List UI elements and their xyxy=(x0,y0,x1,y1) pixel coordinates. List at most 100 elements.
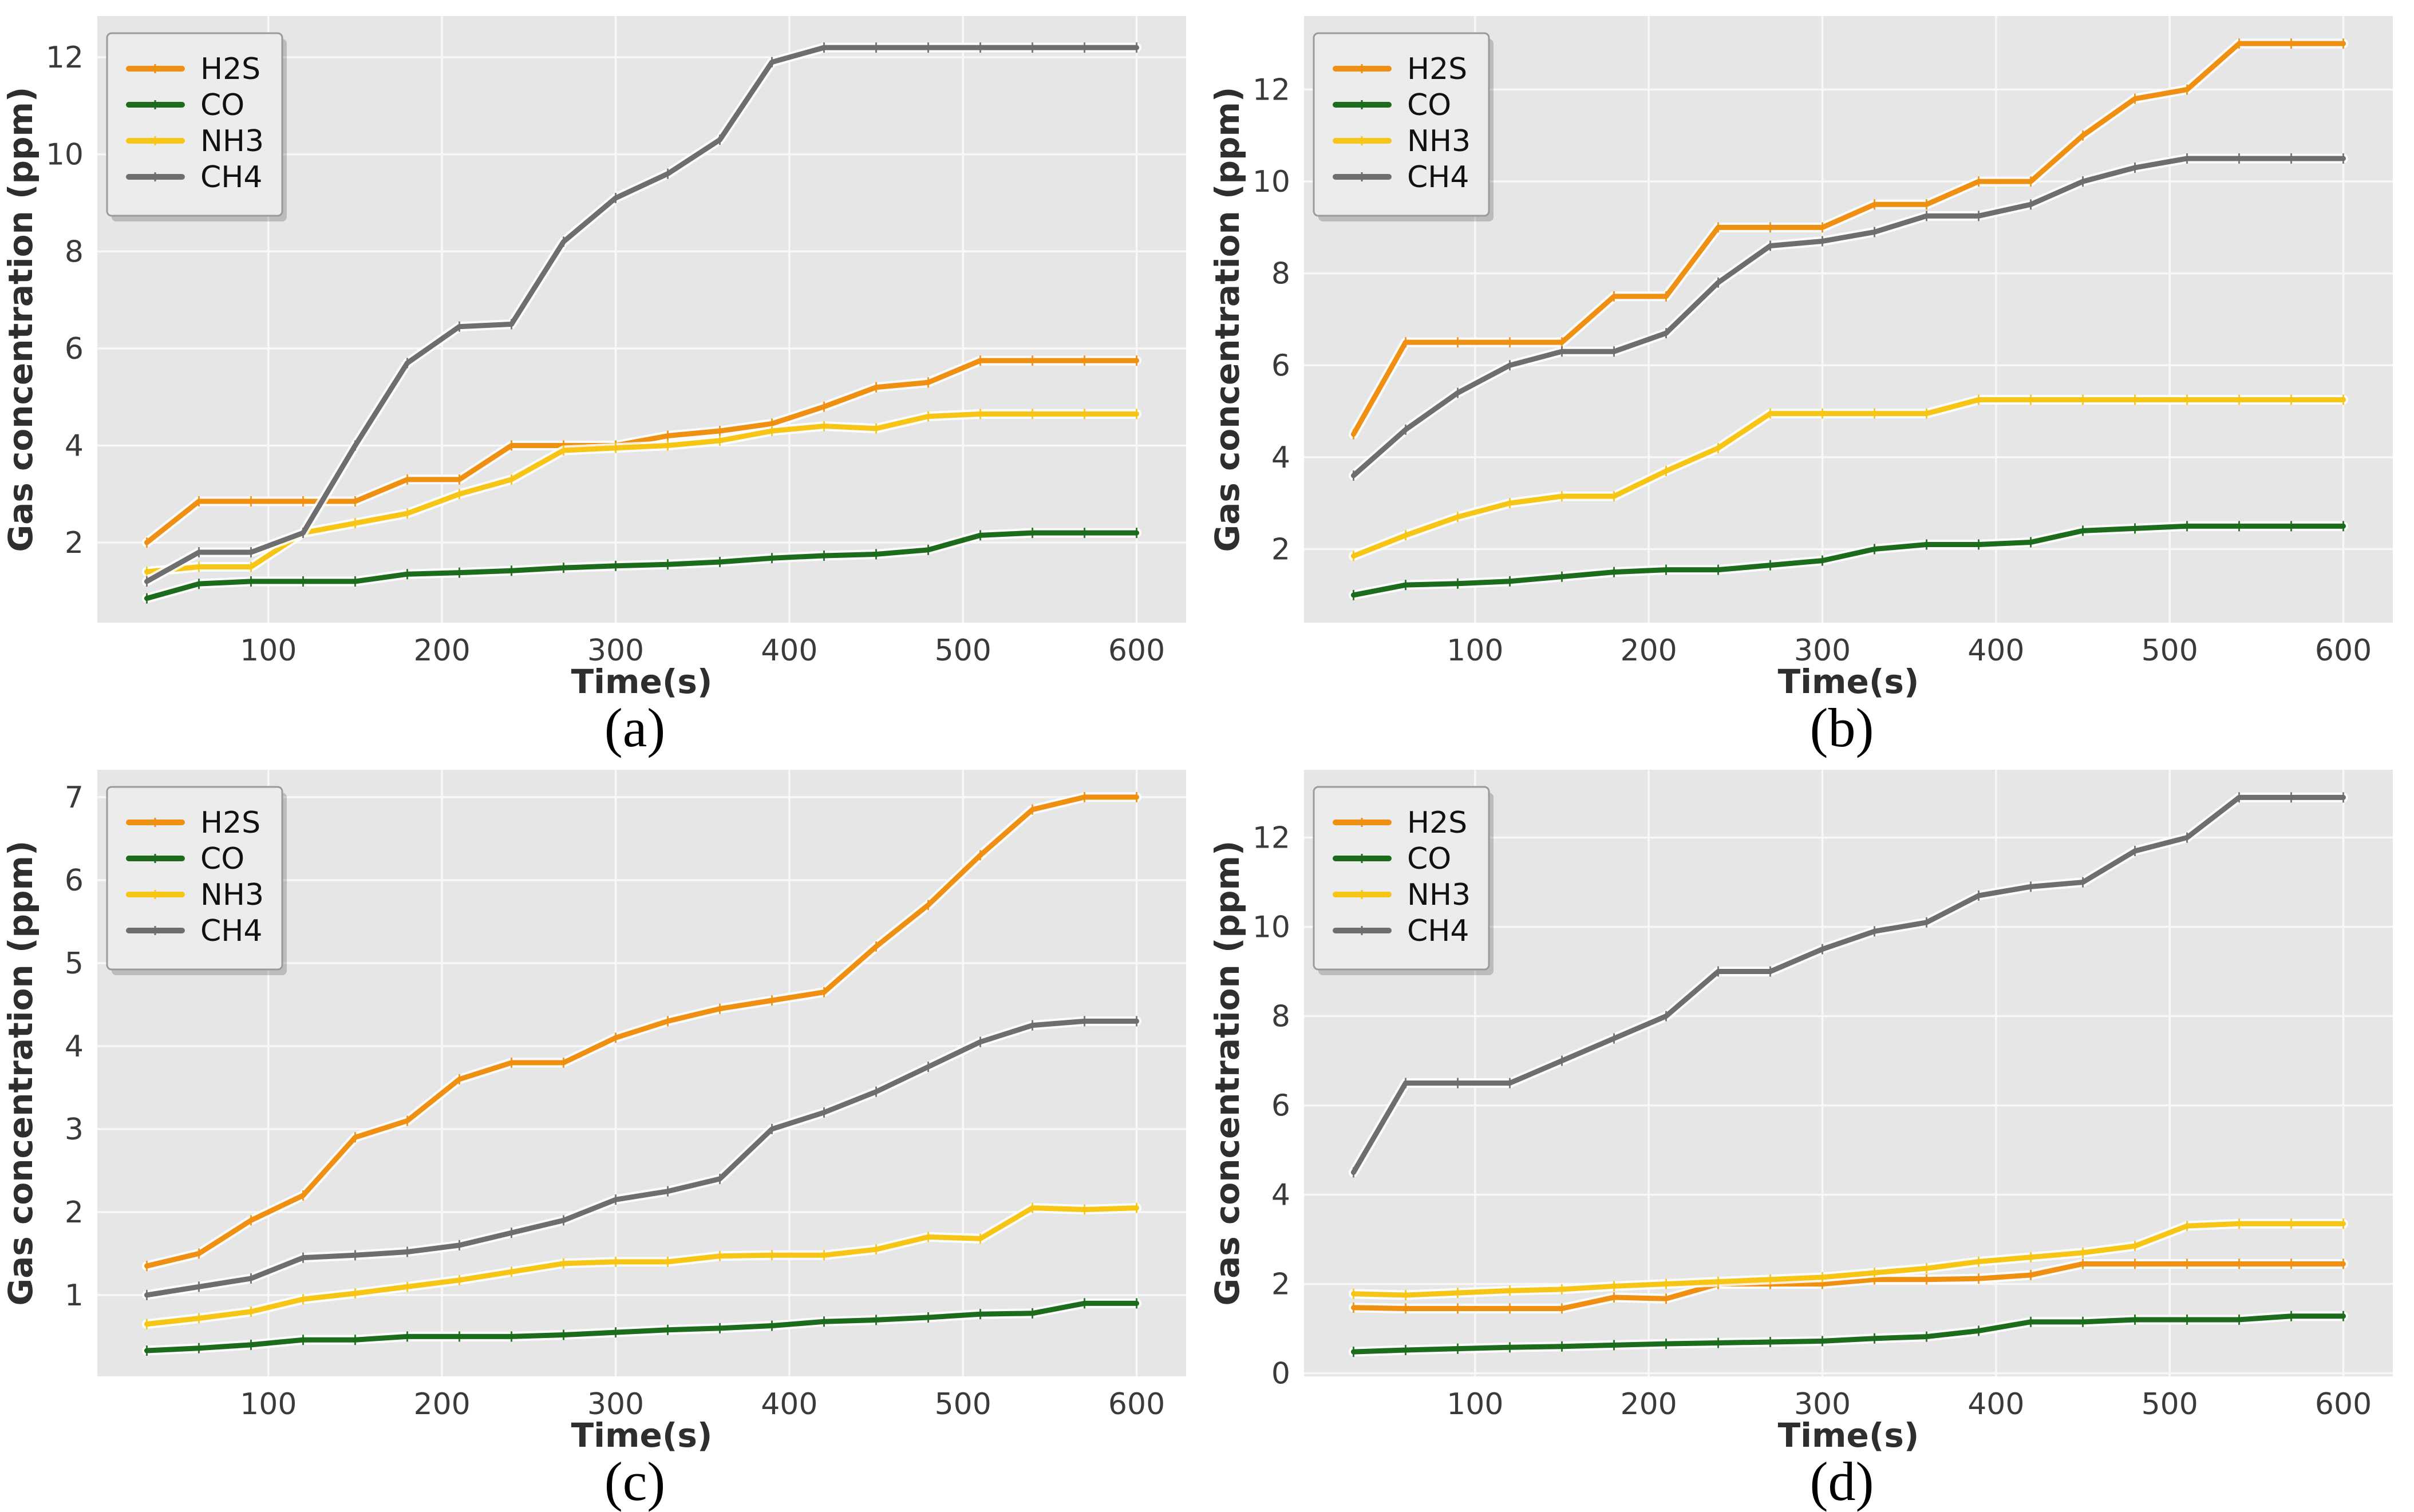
co-line xyxy=(144,530,1140,601)
legend-label-h2s: H2S xyxy=(1407,806,1467,840)
legend-box xyxy=(106,32,283,217)
x-axis-label: Time(s) xyxy=(1778,662,1919,701)
y-tick-label: 2 xyxy=(1271,1268,1290,1302)
chart-c: 100 200 300 400 500 600 1 2 3 4 5 6 7 Time(s) Gas conc… xyxy=(0,754,1207,1512)
chart-b: 100 200 300 400 500 600 2 4 6 8 10 12 Time(s) Gas con… xyxy=(1207,0,2414,758)
chart-b-canvas: 100 200 300 400 500 600 2 4 6 8 10 12 Time(s) Gas con… xyxy=(1208,16,2393,701)
ch4-line xyxy=(144,1018,1140,1298)
y-tick-label: 6 xyxy=(1271,1089,1290,1123)
x-tick-label: 600 xyxy=(1108,634,1165,668)
legend-label-co: CO xyxy=(1407,842,1451,876)
x-tick-label: 200 xyxy=(414,1387,471,1422)
y-tick-label: 12 xyxy=(1253,73,1290,107)
co-line xyxy=(144,1300,1140,1353)
x-axis-label: Time(s) xyxy=(571,662,713,701)
legend-box xyxy=(106,786,283,971)
y-tick-label: 6 xyxy=(65,332,84,366)
x-tick-label: 100 xyxy=(240,634,297,668)
x-tick-label: 300 xyxy=(1794,634,1851,668)
y-axis-label: Gas concentration (ppm) xyxy=(1208,841,1247,1306)
legend-label-co: CO xyxy=(1407,88,1451,122)
y-tick-label: 6 xyxy=(65,864,84,898)
ch4-line xyxy=(144,45,1140,584)
y-tick-label: 4 xyxy=(1271,441,1290,475)
y-tick-label: 12 xyxy=(46,41,84,75)
x-tick-label: 500 xyxy=(935,1387,991,1422)
y-tick-label: 8 xyxy=(1271,1000,1290,1034)
y-tick-label: 10 xyxy=(1253,165,1290,199)
y-tick-label: 4 xyxy=(65,1030,84,1064)
y-tick-label: 4 xyxy=(65,429,84,463)
x-tick-label: 600 xyxy=(2315,634,2372,668)
chart-d: 100 200 300 400 500 600 0 2 4 6 8 10 12 Time(s) Gas co… xyxy=(1207,754,2414,1512)
y-tick-label: 2 xyxy=(65,1196,84,1230)
x-axis-label: Time(s) xyxy=(571,1416,713,1455)
x-axis-label: Time(s) xyxy=(1778,1416,1919,1455)
x-tick-label: 100 xyxy=(240,1387,297,1422)
ch4-line xyxy=(1350,794,2346,1175)
legend-label-nh3: NH3 xyxy=(200,124,264,159)
x-tick-label: 200 xyxy=(1621,634,1677,668)
nh3-line xyxy=(144,1205,1140,1327)
legend-label-nh3: NH3 xyxy=(1407,878,1471,912)
h2s-line xyxy=(1350,1261,2346,1311)
x-tick-label: 300 xyxy=(587,634,644,668)
y-tick-label: 1 xyxy=(65,1279,84,1313)
chart-a-canvas: 100 200 300 400 500 600 2 4 6 8 10 12 Time(s) Gas con… xyxy=(1,16,1186,701)
x-tick-label: 400 xyxy=(1967,1387,2024,1422)
ch4-line xyxy=(1350,156,2346,478)
x-tick-label: 400 xyxy=(761,1387,817,1422)
y-axis-label: Gas concentration (ppm) xyxy=(1,841,40,1306)
legend-label-co: CO xyxy=(200,88,244,122)
co-line xyxy=(1350,523,2346,598)
y-tick-label: 2 xyxy=(65,526,84,560)
y-tick-label: 0 xyxy=(1271,1357,1290,1391)
legend-label-h2s: H2S xyxy=(200,806,260,840)
legend-box xyxy=(1313,786,1490,971)
y-axis-label: Gas concentration (ppm) xyxy=(1,87,40,552)
y-tick-label: 12 xyxy=(1253,821,1290,856)
y-tick-label: 8 xyxy=(1271,257,1290,291)
y-tick-label: 2 xyxy=(1271,533,1290,567)
legend-label-h2s: H2S xyxy=(1407,52,1467,86)
nh3-line xyxy=(144,411,1140,575)
x-tick-label: 400 xyxy=(761,634,817,668)
y-axis-label: Gas concentration (ppm) xyxy=(1208,87,1247,552)
legend-label-ch4: CH4 xyxy=(200,914,263,948)
y-tick-label: 4 xyxy=(1271,1178,1290,1213)
y-tick-label: 10 xyxy=(46,138,84,172)
legend-label-nh3: NH3 xyxy=(1407,124,1471,159)
legend-label-nh3: NH3 xyxy=(200,878,264,912)
x-tick-label: 200 xyxy=(1621,1387,1677,1422)
y-tick-label: 6 xyxy=(1271,349,1290,383)
nh3-line xyxy=(1350,397,2346,559)
x-tick-label: 500 xyxy=(935,634,991,668)
legend-box xyxy=(1313,32,1490,217)
h2s-line xyxy=(1350,41,2346,437)
y-tick-label: 5 xyxy=(65,947,84,981)
x-tick-label: 100 xyxy=(1447,634,1503,668)
chart-d-canvas: 100 200 300 400 500 600 0 2 4 6 8 10 12 Time(s) Gas co… xyxy=(1208,770,2393,1455)
legend-label-ch4: CH4 xyxy=(1407,160,1469,195)
y-tick-label: 10 xyxy=(1253,911,1290,945)
x-tick-label: 100 xyxy=(1447,1387,1503,1422)
h2s-line xyxy=(144,794,1140,1269)
chart-c-canvas: 100 200 300 400 500 600 1 2 3 4 5 6 7 Time(s) Gas conc… xyxy=(1,770,1186,1455)
x-tick-label: 500 xyxy=(2142,1387,2198,1422)
x-tick-label: 300 xyxy=(1794,1387,1851,1422)
legend-label-co: CO xyxy=(200,842,244,876)
chart-a: 100 200 300 400 500 600 2 4 6 8 10 12 Time(s) Gas con… xyxy=(0,0,1207,755)
co-line xyxy=(1350,1313,2346,1355)
chart-b-caption: (b) xyxy=(1809,697,1874,758)
x-tick-label: 200 xyxy=(414,634,471,668)
chart-d-caption: (d) xyxy=(1809,1451,1874,1512)
y-tick-label: 3 xyxy=(65,1113,84,1147)
x-tick-label: 600 xyxy=(1108,1387,1165,1422)
chart-c-caption: (c) xyxy=(604,1451,666,1512)
h2s-line xyxy=(144,358,1140,545)
